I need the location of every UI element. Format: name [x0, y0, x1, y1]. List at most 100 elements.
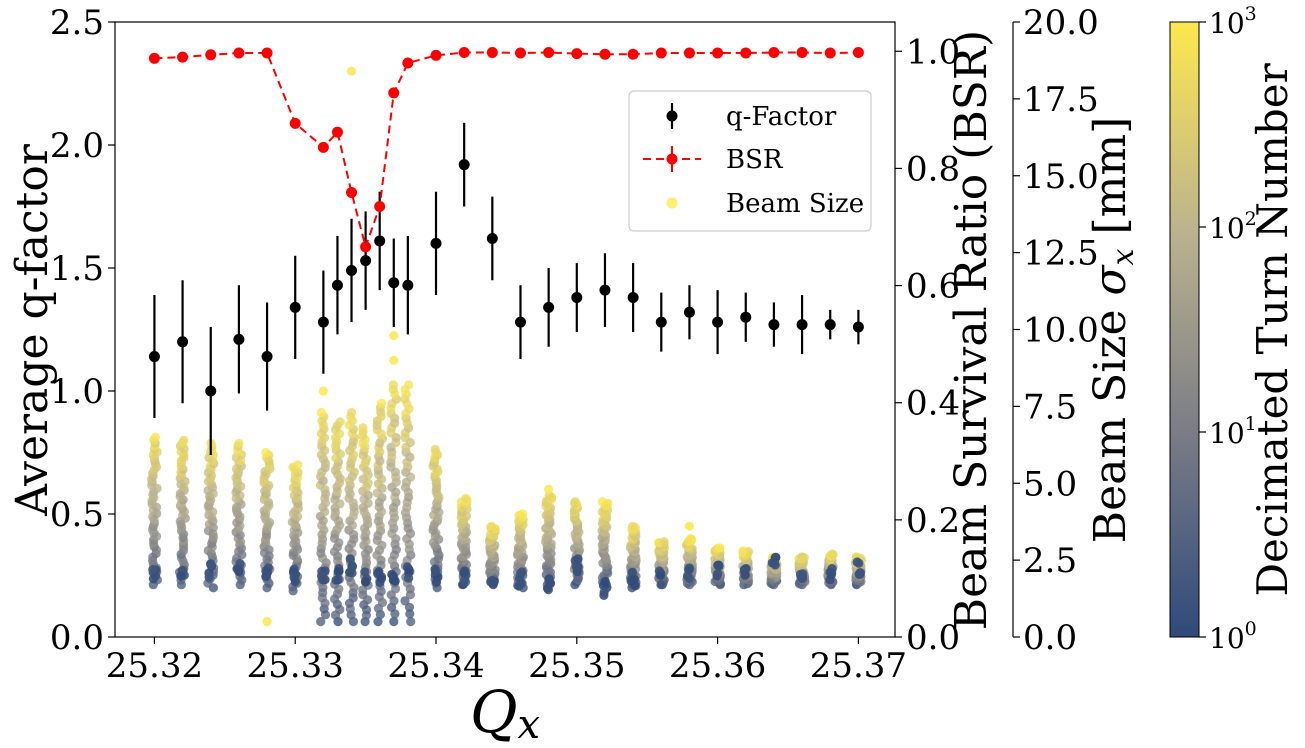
beam-size-point	[854, 558, 864, 568]
beam-size-point	[360, 567, 370, 577]
beam-size-point	[430, 444, 440, 454]
beam-size-point	[360, 577, 371, 587]
q-factor-point	[261, 351, 273, 363]
beam-size-point	[316, 617, 326, 627]
beam-size-point	[206, 560, 216, 570]
bsr-point	[360, 241, 372, 253]
x-tick-label: 25.34	[387, 646, 484, 686]
x-tick-label: 25.37	[810, 646, 907, 686]
beam-size-point	[628, 521, 638, 531]
x-axis-label: Qx	[470, 678, 540, 748]
left-tick-label: 1.5	[50, 249, 104, 289]
beam-size-point	[148, 564, 158, 575]
beam-size-point	[374, 567, 384, 577]
q-factor-point	[388, 277, 400, 289]
beam-size-point	[150, 432, 161, 442]
colorbar-tick-label: 103	[1209, 3, 1257, 40]
beam-size-point	[316, 407, 326, 418]
beam-size-tick-label: 7.5	[1023, 387, 1077, 427]
beam-size-point	[684, 565, 694, 575]
bsr-point	[261, 47, 273, 59]
beam-size-point	[262, 617, 272, 627]
q-factor-point	[289, 301, 301, 313]
bsr-axis-ticks: 0.0 0.2 0.4 0.6 0.8 1.0	[895, 32, 960, 658]
bsr-point	[486, 46, 498, 58]
beam-size-point	[390, 576, 400, 586]
beam-size-point	[656, 580, 666, 590]
beam-size-point	[335, 417, 345, 427]
legend-qfactor-marker	[666, 110, 678, 122]
beam-size-tick-label: 17.5	[1023, 80, 1099, 120]
beam-size-point	[827, 549, 837, 559]
beam-size-points	[146, 66, 867, 627]
q-factor-point	[824, 319, 836, 331]
x-axis-ticks: 25.32 25.33 25.34 25.35 25.36 25.37	[106, 637, 907, 686]
beam-size-point	[797, 552, 807, 562]
bsr-point	[740, 47, 752, 59]
q-factor-point	[374, 235, 386, 247]
legend-qfactor-label: q-Factor	[726, 102, 837, 132]
beam-size-point	[148, 574, 158, 584]
beam-size-tick-label: 15.0	[1023, 157, 1099, 197]
beam-size-point	[400, 596, 410, 606]
q-factor-point	[599, 284, 611, 296]
q-factor-point	[360, 255, 372, 267]
beam-size-tick-label: 5.0	[1023, 464, 1077, 504]
bsr-point	[331, 126, 343, 138]
beam-size-point	[333, 567, 343, 577]
bsr-point	[402, 57, 414, 69]
bsr-point	[712, 47, 724, 59]
bsr-line-points	[148, 46, 864, 253]
beam-size-point	[376, 398, 387, 408]
beam-size-point	[599, 587, 609, 597]
beam-size-point	[825, 575, 835, 585]
beam-size-point	[797, 574, 808, 584]
beam-size-point	[318, 575, 328, 585]
q-factor-point	[627, 292, 639, 304]
beam-size-point	[430, 566, 440, 577]
beam-size-point	[714, 561, 724, 571]
left-tick-label: 2.0	[50, 126, 104, 166]
beam-size-tick-label: 2.5	[1023, 541, 1077, 581]
beam-size-point	[489, 577, 499, 587]
beam-size-point	[600, 576, 610, 587]
q-factor-point	[233, 333, 245, 345]
x-tick-label: 25.35	[528, 646, 625, 686]
bsr-point	[289, 117, 301, 129]
q-factor-point	[768, 319, 780, 331]
legend-bsr-marker	[666, 153, 678, 165]
beam-size-point	[389, 617, 399, 627]
bsr-point	[205, 49, 217, 61]
legend-box	[628, 90, 872, 232]
colorbar-label: Decimated Turn Number	[1248, 62, 1297, 596]
beam-size-point	[713, 569, 723, 579]
bsr-point	[824, 47, 836, 59]
beam-size-axis-label: Beam Size σx [mm]	[1085, 117, 1141, 543]
beam-size-point	[573, 554, 583, 564]
beam-size-point	[204, 572, 214, 582]
beam-size-point	[358, 423, 368, 433]
beam-size-point	[373, 617, 383, 627]
q-factor-point	[486, 232, 498, 244]
colorbar: 100 101 102 103 Decimated Turn Number	[1169, 3, 1297, 655]
q-factor-point	[148, 351, 160, 363]
beam-size-point	[597, 497, 607, 507]
bsr-point	[233, 47, 245, 59]
beam-size-axis-ticks: 0.0 2.5 5.0 7.5 10.0 12.5 15.0 17.5 20.0	[1013, 3, 1099, 658]
beam-size-point	[459, 576, 469, 587]
beam-size-point	[431, 577, 442, 587]
colorbar-tick-label: 100	[1209, 618, 1257, 655]
x-tick-label: 25.33	[247, 646, 344, 686]
beam-size-point	[629, 574, 640, 584]
left-tick-label: 0.0	[50, 618, 104, 658]
beam-size-point	[176, 571, 186, 581]
beam-size-point	[544, 484, 554, 494]
beam-size-point	[389, 355, 399, 365]
bsr-point	[627, 48, 639, 60]
beam-size-point	[234, 438, 244, 448]
beam-size-point	[318, 386, 328, 396]
left-tick-label: 2.5	[50, 3, 104, 43]
colorbar-tick-label: 101	[1209, 413, 1257, 450]
beam-size-point	[738, 546, 748, 556]
